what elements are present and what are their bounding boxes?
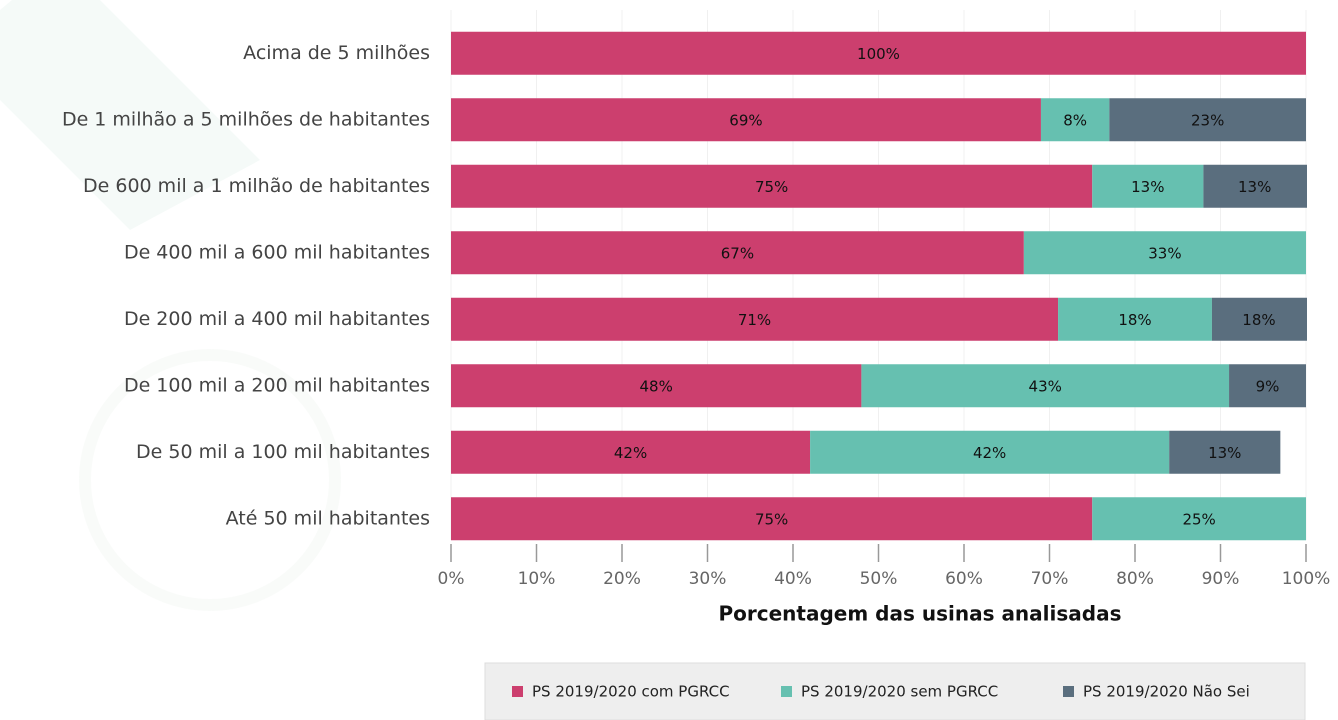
legend-swatch — [1063, 686, 1074, 697]
bar-segment — [451, 297, 1059, 341]
bar-segment — [1169, 430, 1281, 474]
bar-segment — [810, 430, 1170, 474]
data-label: 18% — [1242, 311, 1275, 329]
category-label: De 100 mil a 200 mil habitantes — [124, 374, 430, 396]
bar-segment — [1040, 98, 1110, 142]
bar-segment — [451, 364, 862, 408]
legend: PS 2019/2020 com PGRCC PS 2019/2020 sem P… — [512, 683, 1250, 701]
bar-segment — [451, 497, 1093, 541]
legend-box — [484, 662, 1306, 720]
background-decoration — [0, 0, 341, 611]
data-label: 100% — [857, 45, 900, 63]
grid — [450, 10, 1307, 562]
x-tick-label: 30% — [689, 569, 727, 589]
data-label: 18% — [1118, 311, 1151, 329]
x-tick-label: 40% — [774, 569, 812, 589]
bar-segment — [451, 98, 1041, 142]
data-label: 48% — [640, 377, 673, 395]
data-label: 69% — [729, 111, 762, 129]
data-label: 13% — [1238, 178, 1271, 196]
data-label: 23% — [1191, 111, 1224, 129]
bar-segment — [451, 430, 811, 474]
bar-segment — [1058, 297, 1212, 341]
data-label: 13% — [1131, 178, 1164, 196]
category-label: De 200 mil a 400 mil habitantes — [124, 308, 430, 330]
category-label: De 50 mil a 100 mil habitantes — [136, 441, 430, 463]
data-label: 75% — [755, 178, 788, 196]
data-label: 33% — [1148, 244, 1181, 262]
data-label: 25% — [1182, 510, 1215, 528]
data-label: 8% — [1063, 111, 1087, 129]
bar-segment — [1229, 364, 1306, 408]
bar-segment — [1092, 164, 1204, 208]
legend-label: PS 2019/2020 sem PGRCC — [801, 683, 998, 701]
x-tick-label: 90% — [1202, 569, 1240, 589]
data-label: 13% — [1208, 444, 1241, 462]
x-tick-label: 80% — [1116, 569, 1154, 589]
bar-segment — [1092, 497, 1306, 541]
bar-segment — [861, 364, 1230, 408]
x-tick-label: 70% — [1031, 569, 1069, 589]
data-label: 71% — [738, 311, 771, 329]
category-label: De 1 milhão a 5 milhões de habitantes — [62, 108, 430, 130]
data-label: 42% — [973, 444, 1006, 462]
x-tick-label: 10% — [518, 569, 556, 589]
bar-segment — [451, 31, 1306, 75]
x-tick-label: 0% — [438, 569, 465, 589]
x-tick-label: 20% — [603, 569, 641, 589]
x-axis-label: Porcentagem das usinas analisadas — [719, 602, 1122, 626]
bar-segment — [1203, 164, 1307, 208]
data-label: 43% — [1029, 377, 1062, 395]
data-label: 75% — [755, 510, 788, 528]
x-tick-label: 60% — [945, 569, 983, 589]
legend-label: PS 2019/2020 com PGRCC — [532, 683, 730, 701]
data-label: 67% — [721, 244, 754, 262]
legend-swatch — [512, 686, 523, 697]
bar-segment — [1211, 297, 1307, 341]
category-label: Acima de 5 milhões — [243, 42, 430, 64]
x-tick-label: 50% — [860, 569, 898, 589]
legend-swatch — [781, 686, 792, 697]
bar-segment — [451, 164, 1093, 208]
legend-label: PS 2019/2020 Não Sei — [1083, 683, 1250, 701]
category-label: De 400 mil a 600 mil habitantes — [124, 241, 430, 263]
x-tick-label: 100% — [1282, 569, 1331, 589]
bar-segment — [1109, 98, 1306, 142]
bar-segment — [451, 231, 1024, 275]
category-label: Até 50 mil habitantes — [226, 507, 430, 529]
category-label: De 600 mil a 1 milhão de habitantes — [83, 175, 430, 197]
bar-segment — [1023, 231, 1306, 275]
data-label: 42% — [614, 444, 647, 462]
data-label: 9% — [1256, 377, 1280, 395]
bars: 100% 69% 8% 23% 75% 13% 13% 67% 33% 71% 18% 18% 48% 4… — [451, 31, 1307, 541]
